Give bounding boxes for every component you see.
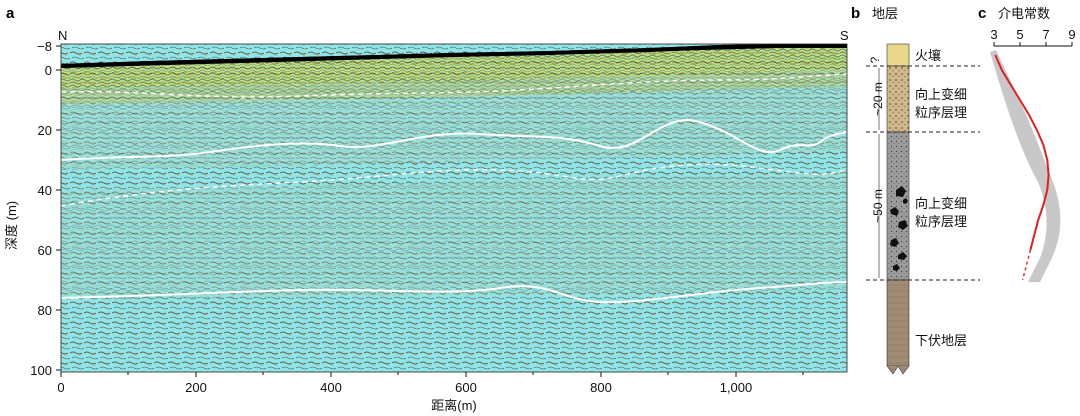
unit-lower-label-line2: 粒序层理 [915,214,967,229]
stratigraphic-column [866,43,980,375]
unit-upper-label-line2: 粒序层理 [915,105,967,120]
unit-lower-label-line1: 向上变细 [915,196,967,211]
y-tick-label: 80 [38,303,52,318]
radar-frame [60,43,848,373]
y-tick-label: 60 [38,243,52,258]
x-tick-label: 0 [57,380,64,395]
panel-a-label: a [6,5,15,22]
panel-c-title: 介电常数 [998,6,1050,21]
y-tick-label: −8 [37,39,52,54]
unit-fire-block [886,43,910,67]
uncertainty-band [990,50,1061,282]
radar-mid-band [61,70,847,170]
thickness-50-label: ~50 m [871,189,885,223]
c-tick-label: 5 [1016,27,1023,42]
x-tick-label: 400 [320,380,342,395]
panel-b-title: 地层 [872,6,898,21]
dielectric-curve [994,54,1050,251]
x-tick-label: 1,000 [720,380,753,395]
x-tick-label: 600 [455,380,477,395]
y-axis: −8 0 20 40 60 80 100 深度 (m) [4,39,61,378]
panel-c-label: c [978,5,986,22]
dielectric-curve-extension [1021,249,1032,281]
y-tick-label: 40 [38,183,52,198]
y-tick-label: 100 [30,363,52,378]
x-axis-label: 距离(m) [431,398,477,413]
unit-upper-block [886,65,910,133]
horizon-dashed-1 [61,73,847,98]
y-tick-label: 0 [45,63,52,78]
horizon-solid-upper [61,119,847,161]
thickness-20-label: ~20 m [871,82,885,116]
horizon-solid-lower [61,281,847,304]
unit-base-label: 下伏地层 [915,333,967,348]
y-tick-label: 20 [38,123,52,138]
radar-section [61,44,847,372]
c-tick-label: 3 [990,27,997,42]
unit-upper-label-line1: 向上变细 [915,87,967,102]
panel-b-label: b [851,5,860,22]
x-tick-label: 200 [185,380,207,395]
horizon-dashed-2 [61,163,847,207]
x-tick-label: 800 [590,380,612,395]
dielectric-axis: 3 5 7 9 [990,27,1076,47]
c-tick-label: 9 [1068,27,1075,42]
unit-fire-label: 火壤 [915,48,941,63]
c-tick-label: 7 [1042,27,1049,42]
radar-lower-band [61,172,847,300]
unit-base-block [886,279,910,367]
y-axis-label: 深度 (m) [4,201,19,250]
thickness-unknown-label: ? [868,56,882,63]
corner-left-label: N [58,28,67,43]
corner-right-label: S [840,28,849,43]
x-axis: 0 200 400 600 800 1,000 距离(m) [57,372,804,413]
